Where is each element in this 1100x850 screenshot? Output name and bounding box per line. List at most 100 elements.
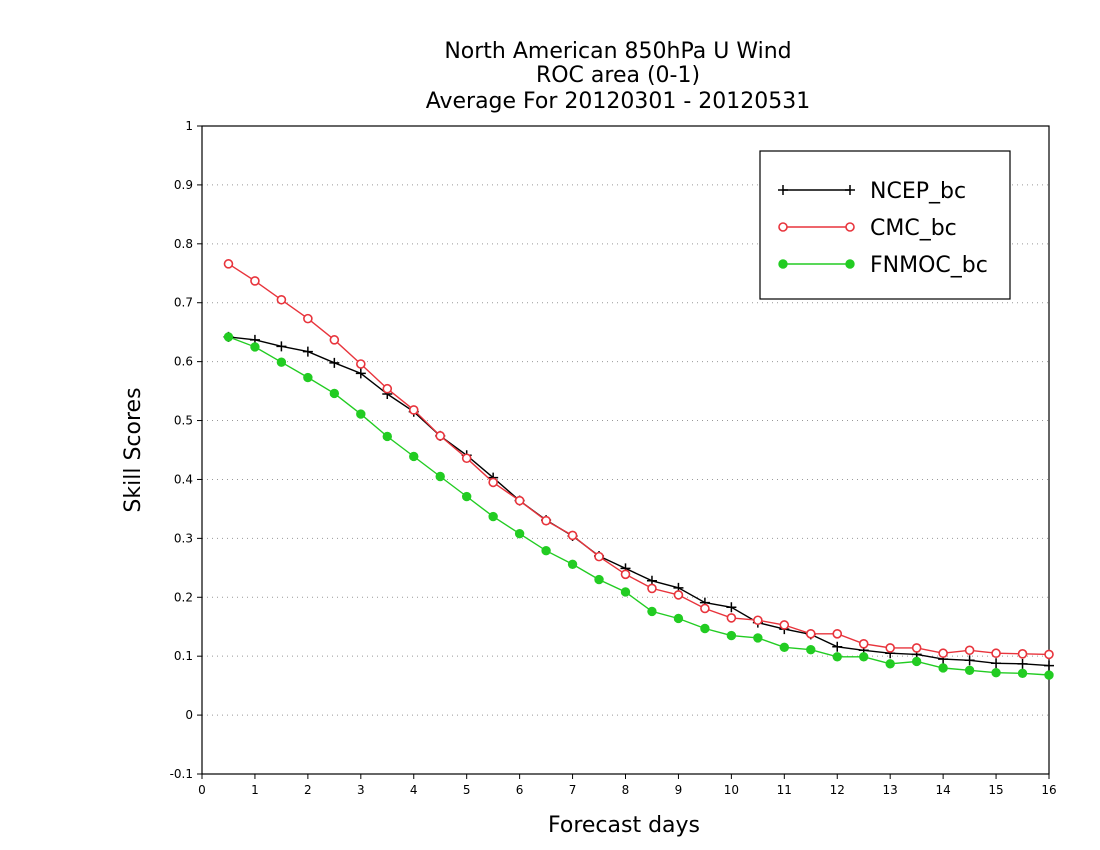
legend-entry-ncep-bc: NCEP_bc (778, 179, 966, 204)
data-point (700, 623, 710, 634)
data-point (541, 515, 551, 526)
y-tick-label: -0.1 (170, 767, 193, 781)
data-point (673, 590, 684, 600)
data-point (700, 603, 710, 614)
data-point (885, 643, 895, 653)
data-point (594, 551, 604, 562)
data-point (1044, 670, 1054, 680)
x-tick-label: 5 (463, 783, 471, 797)
y-tick-label: 0.4 (174, 472, 193, 486)
x-axis-label: Forecast days (548, 813, 700, 838)
data-point (356, 359, 366, 369)
x-tick-label: 16 (1041, 783, 1056, 797)
series-layer (223, 259, 1054, 680)
data-point (778, 185, 788, 195)
data-point (858, 639, 869, 649)
x-tick-label: 2 (304, 783, 312, 797)
data-point (1044, 649, 1054, 660)
data-point (594, 574, 604, 585)
data-point (250, 276, 260, 286)
data-point (726, 613, 737, 623)
data-point (991, 658, 1002, 669)
x-tick-label: 1 (251, 783, 259, 797)
data-point (885, 659, 895, 669)
x-tick-label: 12 (830, 783, 845, 797)
data-point (832, 652, 842, 662)
x-tick-label: 3 (357, 783, 365, 797)
legend-label: NCEP_bc (870, 179, 966, 204)
data-point (303, 372, 313, 383)
legend-entry-fnmoc-bc: FNMOC_bc (778, 253, 988, 278)
data-point (647, 583, 657, 594)
data-point (911, 643, 922, 653)
data-point (303, 313, 313, 324)
data-point (435, 431, 446, 441)
x-tick-label: 4 (410, 783, 418, 797)
legend-box (759, 150, 1011, 300)
series-line (228, 336, 1050, 676)
data-point (276, 294, 287, 305)
y-tick-label: 0.7 (174, 296, 193, 310)
data-point (859, 652, 869, 662)
data-point (329, 357, 340, 368)
data-point (329, 335, 340, 345)
title-line-2: ROC area (0-1) (536, 63, 700, 88)
data-point (673, 613, 684, 624)
data-point (832, 641, 843, 652)
y-tick-label: 0.9 (174, 178, 193, 192)
y-tick-label: 0.6 (174, 355, 193, 369)
data-point (514, 528, 525, 539)
data-point (382, 431, 392, 442)
data-point (461, 453, 472, 464)
data-point (991, 648, 1001, 659)
y-tick-label: 0.8 (174, 237, 193, 251)
y-axis-label: Skill Scores (121, 387, 146, 512)
data-point (276, 341, 287, 352)
data-point (938, 648, 948, 659)
data-point (964, 655, 975, 666)
data-point (567, 559, 578, 569)
y-tick-label: 0 (185, 708, 193, 722)
x-tick-label: 7 (569, 783, 577, 797)
data-point (991, 667, 1001, 678)
data-point (778, 259, 788, 269)
y-tick-label: 0.2 (174, 590, 193, 604)
data-point (726, 630, 737, 641)
data-point (514, 495, 525, 506)
x-tick-label: 0 (198, 783, 206, 797)
data-point (911, 656, 922, 667)
data-point (647, 606, 657, 617)
data-point (845, 185, 855, 195)
data-point (845, 222, 855, 232)
series-fnmoc-bc (223, 332, 1054, 680)
y-tick-label: 0.5 (174, 414, 193, 428)
data-point (832, 628, 843, 639)
data-point (1017, 649, 1028, 659)
data-point (779, 620, 790, 630)
data-point (1017, 668, 1028, 678)
data-point (779, 642, 790, 653)
data-point (250, 342, 260, 352)
data-point (1044, 660, 1054, 671)
data-point (435, 471, 445, 482)
data-point (355, 368, 366, 379)
legend-label: FNMOC_bc (870, 253, 988, 278)
x-tick-label: 6 (516, 783, 524, 797)
legend-label: CMC_bc (870, 216, 957, 241)
title-line-1: North American 850hPa U Wind (444, 39, 791, 64)
x-tick-label: 10 (724, 783, 739, 797)
data-point (567, 530, 578, 541)
data-point (541, 546, 551, 556)
data-point (806, 645, 816, 655)
x-tick-label: 8 (622, 783, 630, 797)
data-point (329, 388, 340, 399)
series-line (228, 263, 1050, 656)
chart-title: North American 850hPa U Wind ROC area (0… (426, 39, 811, 114)
data-point (409, 451, 419, 462)
data-point (1017, 658, 1028, 669)
data-point (805, 628, 816, 639)
x-tick-label: 14 (935, 783, 950, 797)
data-point (964, 645, 975, 656)
data-point (461, 491, 472, 502)
